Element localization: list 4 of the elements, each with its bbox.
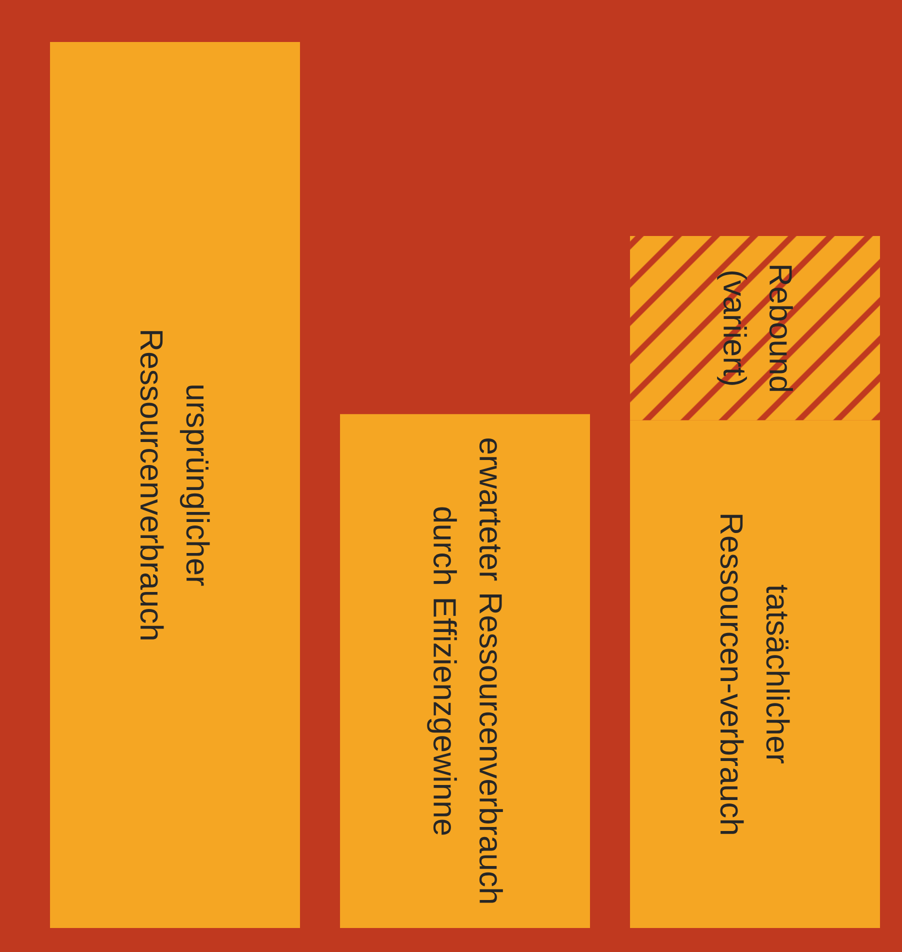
series-label: Rebound (variiert): [717, 266, 793, 392]
x-tick-label: tatsächlicher Ressourcen-verbrauch: [720, 514, 790, 834]
x-tick-label: erwarteter Ressourcenverbrauch durch Effizienzgewinne: [427, 438, 503, 903]
x-tick-label: ursprünglicher Ressourcenverbrauch: [140, 331, 210, 640]
